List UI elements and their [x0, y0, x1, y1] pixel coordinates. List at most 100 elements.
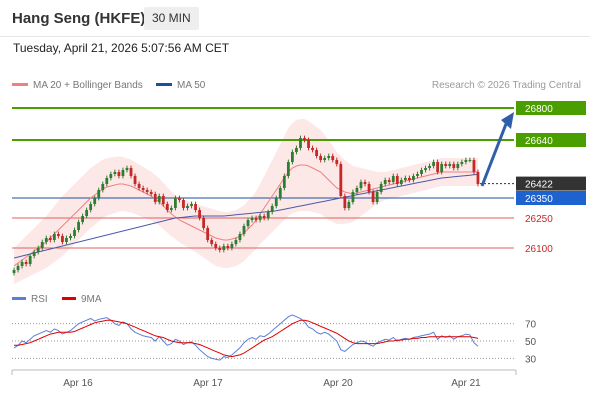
candle-body	[218, 248, 222, 250]
ma50-line	[13, 173, 479, 259]
candle-body	[214, 244, 218, 248]
candle-body	[194, 204, 197, 210]
instrument-title: Hang Seng (HKFE)	[12, 10, 146, 27]
candle-body	[363, 182, 367, 184]
candle-body	[367, 184, 371, 192]
level-box-26422	[516, 176, 586, 191]
candle-body	[282, 176, 286, 188]
candle-body	[178, 198, 181, 200]
candle-body	[250, 218, 254, 220]
candle-body	[238, 234, 242, 240]
candle-body	[295, 148, 298, 152]
candle-body	[270, 206, 274, 212]
rsi-tick-30: 30	[525, 354, 537, 365]
candle-body	[113, 172, 117, 174]
level-label-26350: 26350	[525, 194, 553, 205]
candle-body	[299, 138, 302, 148]
candle-body	[69, 236, 72, 238]
x-tick-label: Apr 17	[193, 378, 223, 389]
candle-body	[420, 170, 423, 174]
candle-body	[399, 180, 403, 184]
legend-ma50: MA 50	[156, 80, 205, 91]
candle-body	[258, 216, 262, 220]
candle-body	[343, 196, 347, 208]
candle-body	[476, 172, 480, 184]
candle-body	[246, 220, 250, 226]
rsi-panel: 70 50 30	[12, 314, 537, 365]
candle-body	[428, 166, 431, 168]
bollinger-bands	[14, 119, 478, 284]
x-tick-label: Apr 16	[63, 378, 93, 389]
candle-body	[440, 164, 444, 172]
rsi-line	[13, 314, 479, 361]
candle-body	[351, 192, 355, 202]
x-tick-label: Apr 21	[451, 378, 481, 389]
candle-body	[448, 164, 452, 166]
candle-body	[391, 176, 395, 182]
candle-body	[355, 188, 359, 192]
forecast-arrow-head	[501, 112, 514, 129]
chart-datetime: Tuesday, April 21, 2026 5:07:56 AM CET	[13, 41, 230, 55]
candle-body	[407, 178, 411, 180]
candle-body	[234, 240, 238, 244]
candle-body	[161, 196, 165, 204]
candle-body	[129, 168, 133, 176]
candle-body	[303, 138, 306, 140]
candle-body	[254, 218, 258, 220]
candle-body	[383, 180, 387, 184]
candle-body	[412, 176, 415, 180]
level-label-26800: 26800	[525, 104, 553, 115]
candle-body	[327, 156, 331, 158]
candle-body	[371, 192, 375, 202]
candle-body	[52, 234, 56, 240]
candle-body	[48, 238, 52, 240]
candle-body	[121, 170, 125, 176]
timeframe-button[interactable]: 30 MIN	[144, 7, 199, 30]
candle-body	[186, 206, 189, 208]
bollinger-band-area	[14, 119, 478, 284]
candle-body	[222, 246, 226, 250]
candle-body	[61, 236, 64, 242]
level-label-26640: 26640	[525, 136, 553, 147]
candle-body	[182, 200, 185, 208]
candle-body	[202, 218, 206, 228]
candle-body	[16, 266, 20, 270]
candle-body	[424, 168, 427, 170]
candle-body	[286, 162, 290, 176]
candle-body	[311, 148, 314, 150]
candle-body	[173, 198, 177, 208]
candle-body	[73, 230, 76, 236]
candle-body	[101, 184, 105, 190]
candle-body	[141, 188, 145, 190]
level-label-26422: 26422	[525, 180, 553, 191]
candle-body	[379, 184, 383, 192]
candle-body	[44, 238, 48, 242]
candle-body	[464, 160, 468, 162]
candle-body	[432, 162, 436, 166]
candle-body	[20, 262, 24, 266]
candle-body	[323, 158, 327, 160]
level-box-26640	[516, 133, 586, 147]
candle-body	[452, 164, 456, 168]
candlesticks	[12, 135, 480, 276]
candle-body	[315, 150, 319, 156]
candle-body	[165, 204, 169, 210]
header-divider	[0, 36, 590, 37]
ma50-swatch	[156, 82, 172, 86]
rsi-swatch	[12, 296, 26, 300]
research-credit: Research © 2026 Trading Central	[431, 80, 581, 91]
forecast-arrow	[480, 112, 514, 187]
title-bar: Hang Seng (HKFE) 30 MIN	[0, 0, 590, 36]
candle-body	[266, 212, 270, 218]
candle-body	[331, 156, 335, 160]
level-label-26250: 26250	[525, 214, 553, 225]
candle-body	[109, 174, 113, 178]
forecast-arrow-shaft	[480, 123, 508, 187]
candle-body	[149, 192, 153, 194]
candle-body	[137, 184, 141, 188]
candle-body	[359, 182, 363, 188]
ma20-legend-label: MA 20 + Bollinger Bands	[33, 80, 143, 91]
candle-body	[242, 226, 246, 234]
candle-body	[403, 178, 407, 180]
